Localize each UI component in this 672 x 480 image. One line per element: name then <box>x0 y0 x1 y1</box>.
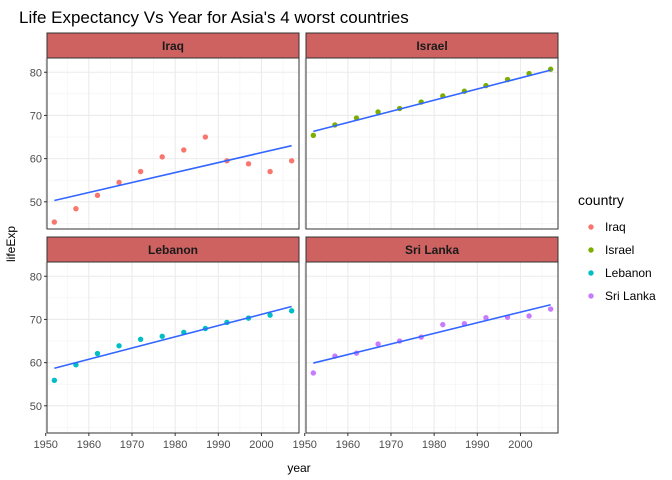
trend-line-lebanon <box>54 305 292 370</box>
point-iraq-1962 <box>94 192 101 199</box>
y-tick-label: 70 <box>30 314 42 326</box>
point-lebanon-1977 <box>159 333 165 339</box>
trend-line-israel <box>313 69 551 133</box>
x-tick-label: 2000 <box>249 439 273 451</box>
point-sri-lanka-1967 <box>375 341 381 347</box>
facet-strip-israel <box>305 32 559 59</box>
point-sri-lanka-2002 <box>526 313 532 319</box>
point-lebanon-1962 <box>94 350 101 357</box>
facet-panels: Iraq Israel Lebanon Sri Lanka <box>45 32 559 434</box>
point-lebanon-2002 <box>267 312 273 318</box>
facet-strip-iraq <box>46 32 300 59</box>
point-lebanon-2007 <box>288 308 295 314</box>
point-israel-1952 <box>310 132 317 138</box>
grid-lines <box>304 58 558 229</box>
facet-panel-sri-lanka: Sri Lanka <box>304 236 559 434</box>
point-iraq-1977 <box>159 154 165 160</box>
x-tick-label: 1980 <box>422 439 446 451</box>
point-iraq-1987 <box>202 134 209 140</box>
trend-line-sri-lanka <box>313 303 551 364</box>
point-iraq-1972 <box>137 168 144 175</box>
point-sri-lanka-2007 <box>547 306 554 312</box>
y-axis-title: lifeExp <box>4 226 18 262</box>
facet-strip-label-sri-lanka: Sri Lanka <box>405 243 459 257</box>
point-sri-lanka-1952 <box>310 370 317 376</box>
x-tick-label: 1980 <box>163 439 187 451</box>
legend-key-lebanon <box>588 270 594 276</box>
y-tick-label: 50 <box>30 401 42 413</box>
x-tick-label: 1970 <box>120 439 144 451</box>
x-tick-label: 1960 <box>77 439 101 451</box>
legend-key-israel <box>588 247 594 253</box>
y-axes: 50 60 70 80 50 60 70 80 <box>30 67 47 413</box>
x-tick-label: 1950 <box>33 439 57 451</box>
panel-border <box>305 261 559 434</box>
point-iraq-1952 <box>51 219 58 225</box>
point-lebanon-1952 <box>51 377 58 384</box>
x-axis-title: year <box>287 461 310 475</box>
point-iraq-1997 <box>245 161 252 167</box>
facet-panel-iraq: Iraq <box>45 32 300 230</box>
y-tick-label: 70 <box>30 110 42 122</box>
legend-key-sri-lanka <box>588 293 594 299</box>
point-iraq-2007 <box>288 158 295 164</box>
legend: country Iraq Israel Lebanon Sri Lanka <box>578 192 656 303</box>
point-lebanon-1967 <box>116 343 122 349</box>
point-israel-1967 <box>375 109 381 115</box>
legend-items: Iraq Israel Lebanon Sri Lanka <box>588 220 656 303</box>
y-tick-label: 50 <box>30 197 42 209</box>
point-iraq-1967 <box>116 179 122 186</box>
legend-label-sri-lanka: Sri Lanka <box>605 289 656 303</box>
facet-panel-israel: Israel <box>304 32 559 230</box>
point-sri-lanka-1992 <box>483 315 489 321</box>
facet-panel-lebanon: Lebanon <box>45 236 300 434</box>
x-tick-label: 1990 <box>465 439 489 451</box>
grid-lines <box>304 262 558 433</box>
legend-label-israel: Israel <box>605 243 634 257</box>
x-tick-label: 2000 <box>508 439 532 451</box>
panel-border <box>305 57 559 230</box>
legend-title: country <box>578 192 624 208</box>
point-lebanon-1972 <box>137 336 144 342</box>
point-iraq-1982 <box>181 147 187 153</box>
x-axes: 1950 1960 1970 1980 1990 2000 1950 1960 1970 1980… <box>33 433 533 451</box>
y-tick-label: 60 <box>30 358 42 370</box>
panel-border <box>46 57 300 230</box>
point-iraq-1957 <box>73 206 79 212</box>
x-tick-label: 1960 <box>336 439 360 451</box>
point-iraq-2002 <box>267 168 273 175</box>
grid-lines <box>45 262 299 433</box>
y-tick-label: 80 <box>30 67 42 79</box>
x-tick-label: 1970 <box>379 439 403 451</box>
facet-strip-label-iraq: Iraq <box>162 39 184 53</box>
panel-border <box>46 261 300 434</box>
trend-line-iraq <box>54 144 292 202</box>
y-tick-label: 60 <box>30 154 42 166</box>
legend-label-lebanon: Lebanon <box>605 266 652 280</box>
point-sri-lanka-1982 <box>440 321 446 328</box>
y-tick-label: 80 <box>30 271 42 283</box>
x-tick-label: 1990 <box>206 439 230 451</box>
legend-label-iraq: Iraq <box>605 220 626 234</box>
facet-strip-label-israel: Israel <box>416 39 447 53</box>
chart-title: Life Expectancy Vs Year for Asia's 4 wor… <box>19 8 409 27</box>
facet-strip-label-lebanon: Lebanon <box>148 243 198 257</box>
x-tick-label: 1950 <box>292 439 316 451</box>
grid-lines <box>45 58 299 229</box>
legend-key-iraq <box>588 224 594 230</box>
